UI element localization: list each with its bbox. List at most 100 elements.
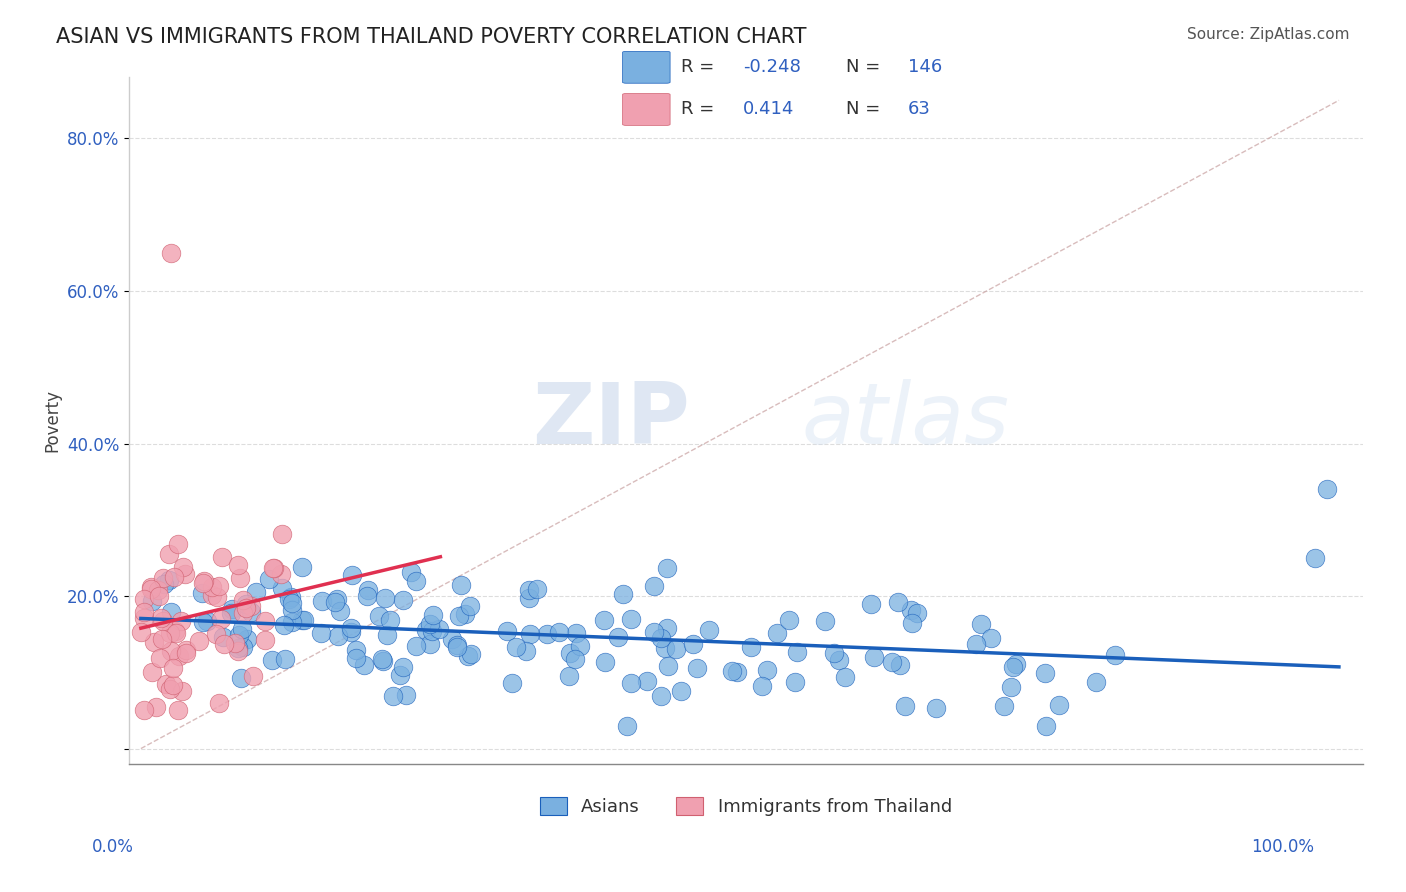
Point [1316,483,1339,497]
Point [273,618,295,632]
Point [160,644,183,658]
Point [905,606,928,620]
Point [889,657,911,672]
Point [721,665,744,679]
Point [766,626,789,640]
Point [245,584,267,599]
Point [356,589,378,603]
Point [174,567,197,582]
Point [686,661,709,675]
Point [654,640,676,655]
Point [526,582,548,596]
Point [1303,550,1326,565]
FancyBboxPatch shape [623,52,671,83]
Point [141,665,163,680]
Point [1000,681,1022,695]
Point [657,659,679,673]
Point [863,650,886,665]
Point [132,605,155,619]
Text: N =: N = [845,101,886,119]
Point [505,640,527,654]
Point [228,644,250,658]
Point [460,647,482,661]
Text: N =: N = [845,58,886,77]
Point [141,594,163,608]
Point [166,537,188,551]
Point [751,680,773,694]
Point [655,621,678,635]
Point [221,602,243,616]
Point [232,640,254,655]
Point [564,652,586,666]
Point [229,571,252,585]
Point [1001,660,1024,674]
Point [240,605,263,619]
Text: 146: 146 [908,58,942,77]
Point [671,683,693,698]
Point [607,630,630,644]
Point [389,667,412,681]
Point [141,580,163,594]
Point [965,637,987,651]
Point [176,646,198,660]
Point [174,643,197,657]
Point [271,581,294,595]
Point [558,669,581,683]
Point [148,589,170,603]
Point [142,634,165,648]
Point [153,577,176,591]
Point [325,595,347,609]
Point [340,621,363,635]
Point [446,638,468,652]
Point [232,593,254,607]
Point [262,561,284,575]
Point [880,655,903,669]
Point [129,624,152,639]
Point [344,651,367,665]
Text: atlas: atlas [801,379,1010,462]
Point [368,608,391,623]
Point [778,613,800,627]
Point [195,614,218,628]
Point [193,576,215,591]
Point [422,608,444,623]
Point [592,613,614,627]
Text: 63: 63 [908,101,931,119]
Point [344,643,367,657]
Point [650,632,672,646]
Point [201,588,224,602]
Point [427,622,450,636]
Point [190,586,212,600]
Point [132,591,155,606]
Point [441,632,464,646]
Point [887,595,910,609]
Point [170,614,193,628]
Point [240,599,263,613]
Point [1085,675,1108,690]
Point [834,670,856,684]
Point [823,646,845,660]
Point [405,640,427,654]
Point [697,623,720,637]
Point [517,582,540,597]
Point [536,626,558,640]
Point [786,645,808,659]
Point [208,696,231,710]
Point [231,671,253,685]
Y-axis label: Poverty: Poverty [44,389,60,452]
Point [495,624,517,638]
Point [155,677,177,691]
Point [235,601,257,615]
Point [208,579,231,593]
Point [785,674,807,689]
Point [159,626,181,640]
Point [270,567,292,582]
Point [419,617,441,632]
Point [211,549,233,564]
Point [925,700,948,714]
Point [152,614,174,628]
Point [593,655,616,669]
Point [340,624,363,639]
Point [188,634,211,648]
Point [280,615,302,629]
